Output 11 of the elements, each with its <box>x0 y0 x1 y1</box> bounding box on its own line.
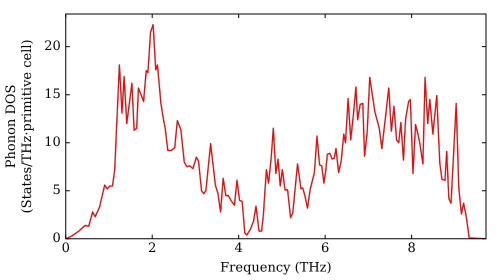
y-tick-label: 10 <box>44 135 61 150</box>
y-tick-label: 5 <box>52 183 61 198</box>
x-tick-label: 2 <box>148 240 156 256</box>
y-axis-title: Phonon DOS (States/THz·primitive cell) <box>4 39 35 214</box>
x-tick-label: 6 <box>321 240 330 256</box>
y-tick-label: 0 <box>52 231 61 246</box>
x-tick-label: 8 <box>407 240 416 256</box>
x-axis-title: Frequency (THz) <box>220 260 332 276</box>
y-tick-label: 20 <box>44 39 61 54</box>
x-tick-label: 4 <box>234 240 243 256</box>
y-tick-label: 15 <box>44 87 61 102</box>
